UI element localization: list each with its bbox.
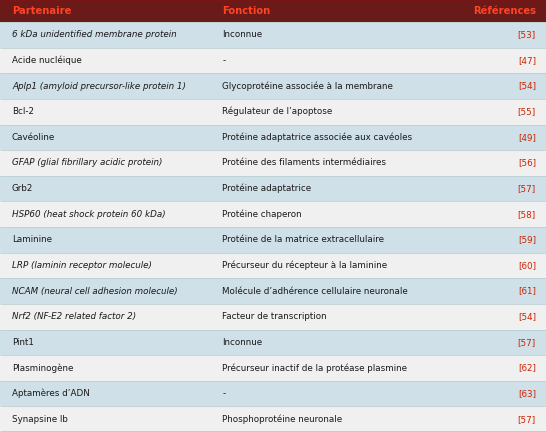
Text: Protéine chaperon: Protéine chaperon	[222, 210, 302, 219]
Bar	[0, 253, 546, 278]
Text: [63]: [63]	[518, 389, 536, 398]
Text: Partenaire: Partenaire	[12, 6, 72, 16]
Text: Précurseur du récepteur à la laminine: Précurseur du récepteur à la laminine	[222, 260, 387, 270]
Text: Inconnue: Inconnue	[222, 338, 262, 347]
Text: -: -	[222, 56, 225, 65]
Text: Plasminogène: Plasminogène	[12, 363, 73, 373]
Text: HSP60 (heat shock protein 60 kDa): HSP60 (heat shock protein 60 kDa)	[12, 210, 165, 219]
Bar	[0, 381, 546, 407]
Text: 6 kDa unidentified membrane protein: 6 kDa unidentified membrane protein	[12, 30, 176, 39]
Text: [61]: [61]	[518, 286, 536, 295]
Bar	[0, 150, 546, 176]
Text: Cavéoline: Cavéoline	[12, 133, 55, 142]
Bar	[0, 201, 546, 227]
Bar	[0, 48, 546, 73]
Bar	[0, 124, 546, 150]
Text: Laminine: Laminine	[12, 235, 52, 245]
Text: Nrf2 (NF-E2 related factor 2): Nrf2 (NF-E2 related factor 2)	[12, 312, 136, 321]
Bar	[0, 407, 546, 432]
Text: Inconnue: Inconnue	[222, 30, 262, 39]
Text: Régulateur de l’apoptose: Régulateur de l’apoptose	[222, 107, 333, 117]
Bar	[0, 22, 546, 48]
Bar	[0, 355, 546, 381]
Text: [57]: [57]	[518, 338, 536, 347]
Text: Acide nucléique: Acide nucléique	[12, 56, 82, 65]
Text: Précurseur inactif de la protéase plasmine: Précurseur inactif de la protéase plasmi…	[222, 363, 407, 373]
Text: Références: Références	[473, 6, 536, 16]
Text: [59]: [59]	[518, 235, 536, 245]
Text: Fonction: Fonction	[222, 6, 270, 16]
Text: [58]: [58]	[518, 210, 536, 219]
Text: [57]: [57]	[518, 184, 536, 193]
Text: [49]: [49]	[518, 133, 536, 142]
Text: Protéine des filaments intermédiaires: Protéine des filaments intermédiaires	[222, 159, 386, 168]
Text: Molécule d’adhérence cellulaire neuronale: Molécule d’adhérence cellulaire neuronal…	[222, 286, 408, 295]
Bar	[0, 330, 546, 355]
Text: [55]: [55]	[518, 107, 536, 116]
Bar	[0, 73, 546, 99]
Text: Glycoprotéine associée à la membrane: Glycoprotéine associée à la membrane	[222, 81, 393, 91]
Bar	[0, 0, 546, 22]
Text: Facteur de transcription: Facteur de transcription	[222, 312, 327, 321]
Text: [54]: [54]	[518, 82, 536, 91]
Text: Protéine adaptatrice: Protéine adaptatrice	[222, 184, 311, 193]
Text: LRP (laminin receptor molecule): LRP (laminin receptor molecule)	[12, 261, 152, 270]
Text: Pint1: Pint1	[12, 338, 34, 347]
Bar	[0, 278, 546, 304]
Bar	[0, 99, 546, 124]
Text: [60]: [60]	[518, 261, 536, 270]
Text: Grb2: Grb2	[12, 184, 33, 193]
Text: Phosphoprotéine neuronale: Phosphoprotéine neuronale	[222, 414, 342, 424]
Text: Bcl-2: Bcl-2	[12, 107, 34, 116]
Text: Aptamères d’ADN: Aptamères d’ADN	[12, 389, 90, 398]
Bar	[0, 176, 546, 201]
Text: [54]: [54]	[518, 312, 536, 321]
Text: Protéine de la matrice extracellulaire: Protéine de la matrice extracellulaire	[222, 235, 384, 245]
Text: Protéine adaptatrice associée aux cavéoles: Protéine adaptatrice associée aux cavéol…	[222, 133, 412, 142]
Text: Synapsine Ib: Synapsine Ib	[12, 415, 68, 424]
Text: -: -	[222, 389, 225, 398]
Text: [56]: [56]	[518, 159, 536, 168]
Text: [57]: [57]	[518, 415, 536, 424]
Bar	[0, 304, 546, 330]
Text: [62]: [62]	[518, 363, 536, 372]
Text: GFAP (glial fibrillary acidic protein): GFAP (glial fibrillary acidic protein)	[12, 159, 162, 168]
Text: NCAM (neural cell adhesion molecule): NCAM (neural cell adhesion molecule)	[12, 286, 177, 295]
Text: Aplp1 (amyloid precursor-like protein 1): Aplp1 (amyloid precursor-like protein 1)	[12, 82, 186, 91]
Text: [47]: [47]	[518, 56, 536, 65]
Bar	[0, 227, 546, 253]
Text: [53]: [53]	[518, 30, 536, 39]
